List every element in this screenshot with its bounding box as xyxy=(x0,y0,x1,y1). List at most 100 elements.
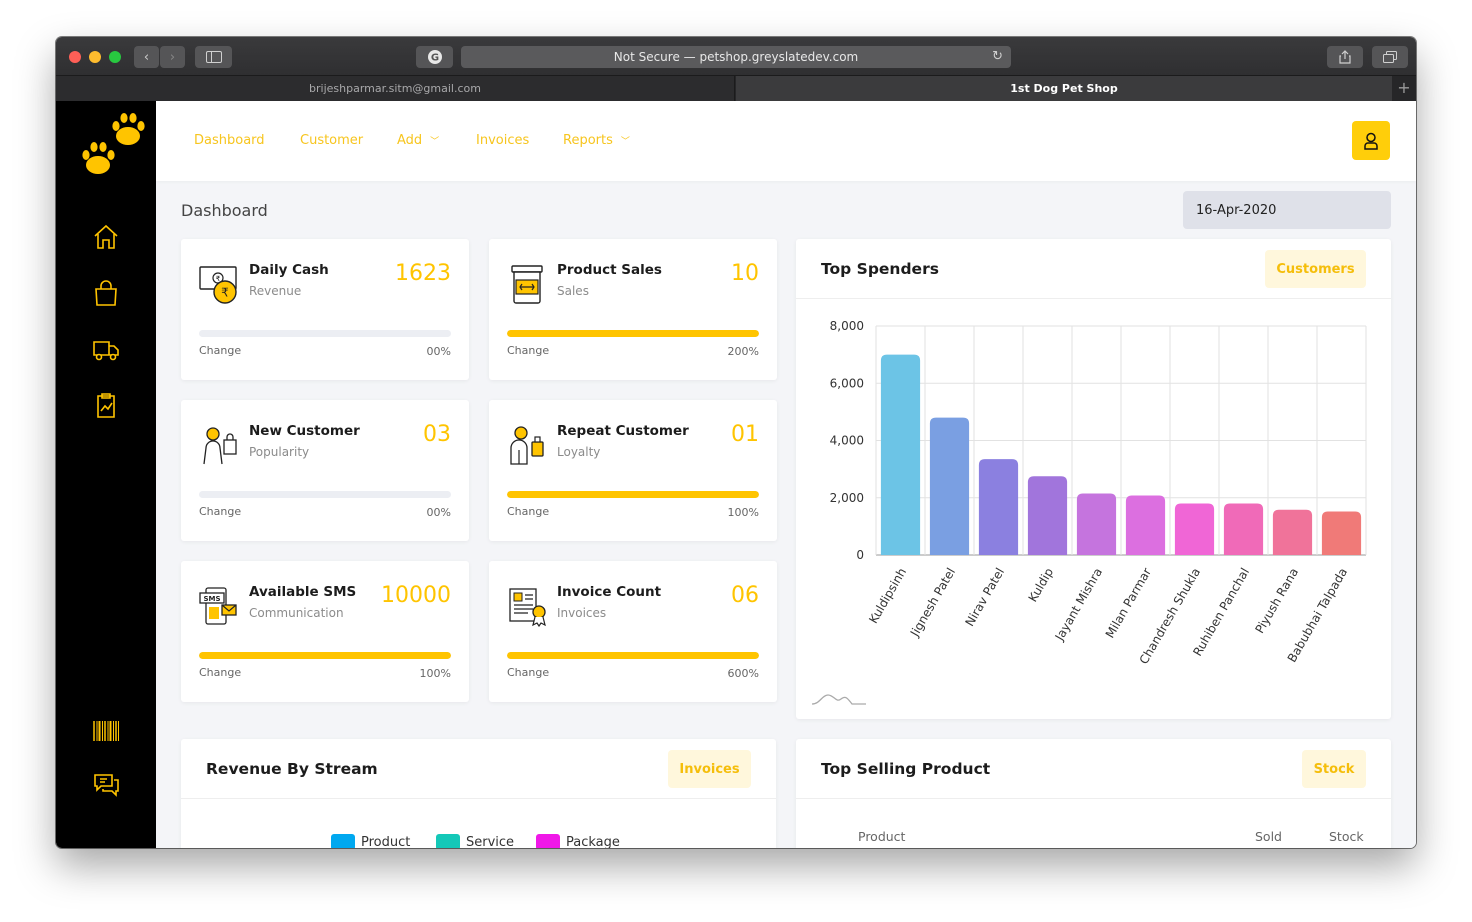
progress-fill xyxy=(507,330,759,337)
nav-invoices[interactable]: Invoices xyxy=(476,133,529,148)
stat-value: 1623 xyxy=(395,261,451,286)
chart-watermark-icon xyxy=(811,694,866,705)
legend-item-package[interactable]: Package xyxy=(536,834,620,848)
tab-pet-shop[interactable]: 1st Dog Pet Shop xyxy=(736,76,1392,101)
progress-fill xyxy=(199,652,451,659)
stat-card-repeat-customer: Repeat Customer Loyalty 01 Change 100% xyxy=(489,400,777,541)
stat-card-invoice-count: Invoice Count Invoices 06 Change 600% xyxy=(489,561,777,702)
column-header-product[interactable]: Product xyxy=(858,829,906,844)
y-tick-label: 0 xyxy=(856,548,864,562)
tab-gmail[interactable]: brijeshparmar.sitm@gmail.com xyxy=(56,76,735,101)
stat-progress-bar xyxy=(507,652,759,659)
bar-nirav-patel xyxy=(978,459,1019,555)
legend-item-service[interactable]: Service xyxy=(436,834,514,848)
share-icon xyxy=(1339,50,1351,64)
bar-piyush-rana xyxy=(1272,509,1313,555)
chevron-down-icon: ﹀ xyxy=(620,137,630,147)
page-title: Dashboard xyxy=(181,201,268,220)
svg-text:₹: ₹ xyxy=(216,275,221,283)
stat-subtitle: Sales xyxy=(557,284,589,298)
stat-value: 10000 xyxy=(381,583,451,608)
change-value: 00% xyxy=(426,506,451,519)
panel-header: Revenue By Stream Invoices xyxy=(181,739,776,799)
nav-label: Reports xyxy=(563,133,613,148)
y-tick-label: 2,000 xyxy=(830,491,864,505)
chat-messages-icon[interactable] xyxy=(92,771,120,799)
shopping-bag-icon[interactable] xyxy=(92,279,120,307)
address-bar[interactable]: Not Secure — petshop.greyslatedev.com ↻ xyxy=(461,46,1011,68)
back-button[interactable]: ‹ xyxy=(134,46,159,68)
panel-title: Top Selling Product xyxy=(821,760,991,778)
stat-progress-bar xyxy=(507,491,759,498)
stat-subtitle: Loyalty xyxy=(557,445,601,459)
stat-progress-bar xyxy=(199,491,451,498)
user-account-button[interactable] xyxy=(1352,121,1390,160)
stat-subtitle: Popularity xyxy=(249,445,310,459)
change-value: 100% xyxy=(419,667,451,680)
change-value: 600% xyxy=(727,667,759,680)
x-tick-label: Piyush Rana xyxy=(1252,566,1301,636)
bar-jignesh-patel xyxy=(929,417,970,555)
stat-progress-bar xyxy=(199,652,451,659)
forward-button[interactable]: › xyxy=(160,46,185,68)
share-button[interactable] xyxy=(1327,46,1363,68)
stat-progress-bar xyxy=(507,330,759,337)
sidebar-toggle-button[interactable] xyxy=(195,46,232,68)
y-tick-label: 8,000 xyxy=(830,319,864,333)
close-window-button[interactable] xyxy=(69,51,81,63)
change-value: 00% xyxy=(426,345,451,358)
legend-item-product[interactable]: Product xyxy=(331,834,410,848)
x-tick-label: Ruhiben Panchal xyxy=(1190,566,1252,659)
nav-add[interactable]: Add ﹀ xyxy=(397,133,439,148)
change-label: Change xyxy=(199,666,242,679)
product-jar-icon xyxy=(511,265,543,304)
stat-title: Product Sales xyxy=(557,262,662,278)
stat-value: 06 xyxy=(731,583,759,608)
change-label: Change xyxy=(507,505,550,518)
y-tick-label: 6,000 xyxy=(830,376,864,390)
column-header-sold[interactable]: Sold xyxy=(1255,829,1282,844)
reload-icon[interactable]: ↻ xyxy=(992,49,1003,64)
delivery-truck-icon[interactable] xyxy=(92,335,120,363)
minimize-window-button[interactable] xyxy=(89,51,101,63)
app-root: Dashboard Customer Add ﹀ Invoices Reports… xyxy=(56,101,1416,848)
stat-title: Repeat Customer xyxy=(557,423,689,439)
legend-label: Package xyxy=(566,834,620,849)
bar-kuldip xyxy=(1027,476,1068,555)
column-header-stock[interactable]: Stock xyxy=(1329,829,1364,844)
progress-fill xyxy=(507,491,759,498)
bar-milan-parmar xyxy=(1125,495,1166,555)
show-tabs-button[interactable] xyxy=(1372,46,1408,68)
panel-header: Top Selling Product Stock xyxy=(796,739,1391,799)
extension-button[interactable]: G xyxy=(416,46,453,68)
sms-phone-icon: SMS xyxy=(199,587,237,625)
legend-label: Service xyxy=(466,834,515,849)
barcode-icon[interactable] xyxy=(92,717,120,745)
top-navigation: Dashboard Customer Add ﹀ Invoices Reports… xyxy=(156,101,1416,181)
paw-logo-icon xyxy=(82,113,145,174)
x-tick-label: Kuldipsinh xyxy=(866,566,909,626)
nav-reports[interactable]: Reports ﹀ xyxy=(563,133,630,148)
stat-title: Daily Cash xyxy=(249,262,329,278)
zoom-window-button[interactable] xyxy=(109,51,121,63)
home-icon[interactable] xyxy=(92,223,120,251)
new-tab-button[interactable]: + xyxy=(1397,78,1411,97)
stat-subtitle: Invoices xyxy=(557,606,607,620)
new-customer-icon xyxy=(203,427,237,465)
date-picker[interactable]: 16-Apr-2020 xyxy=(1183,191,1391,229)
stock-button[interactable]: Stock xyxy=(1302,750,1366,788)
invoices-button[interactable]: Invoices xyxy=(668,750,751,788)
x-tick-label: Jayant Mishra xyxy=(1052,566,1105,644)
svg-text:SMS: SMS xyxy=(203,595,220,603)
tabs-icon xyxy=(1383,51,1397,63)
tab-label: brijeshparmar.sitm@gmail.com xyxy=(309,82,481,95)
customers-button[interactable]: Customers xyxy=(1265,250,1366,288)
nav-dashboard[interactable]: Dashboard xyxy=(194,133,265,148)
cash-rupee-icon: ₹₹ xyxy=(199,266,237,304)
stat-card-product-sales: Product Sales Sales 10 Change 200% xyxy=(489,239,777,380)
legend-swatch xyxy=(331,834,355,848)
nav-customer[interactable]: Customer xyxy=(300,133,363,148)
report-clipboard-icon[interactable] xyxy=(92,391,120,419)
legend-label: Product xyxy=(361,834,411,849)
